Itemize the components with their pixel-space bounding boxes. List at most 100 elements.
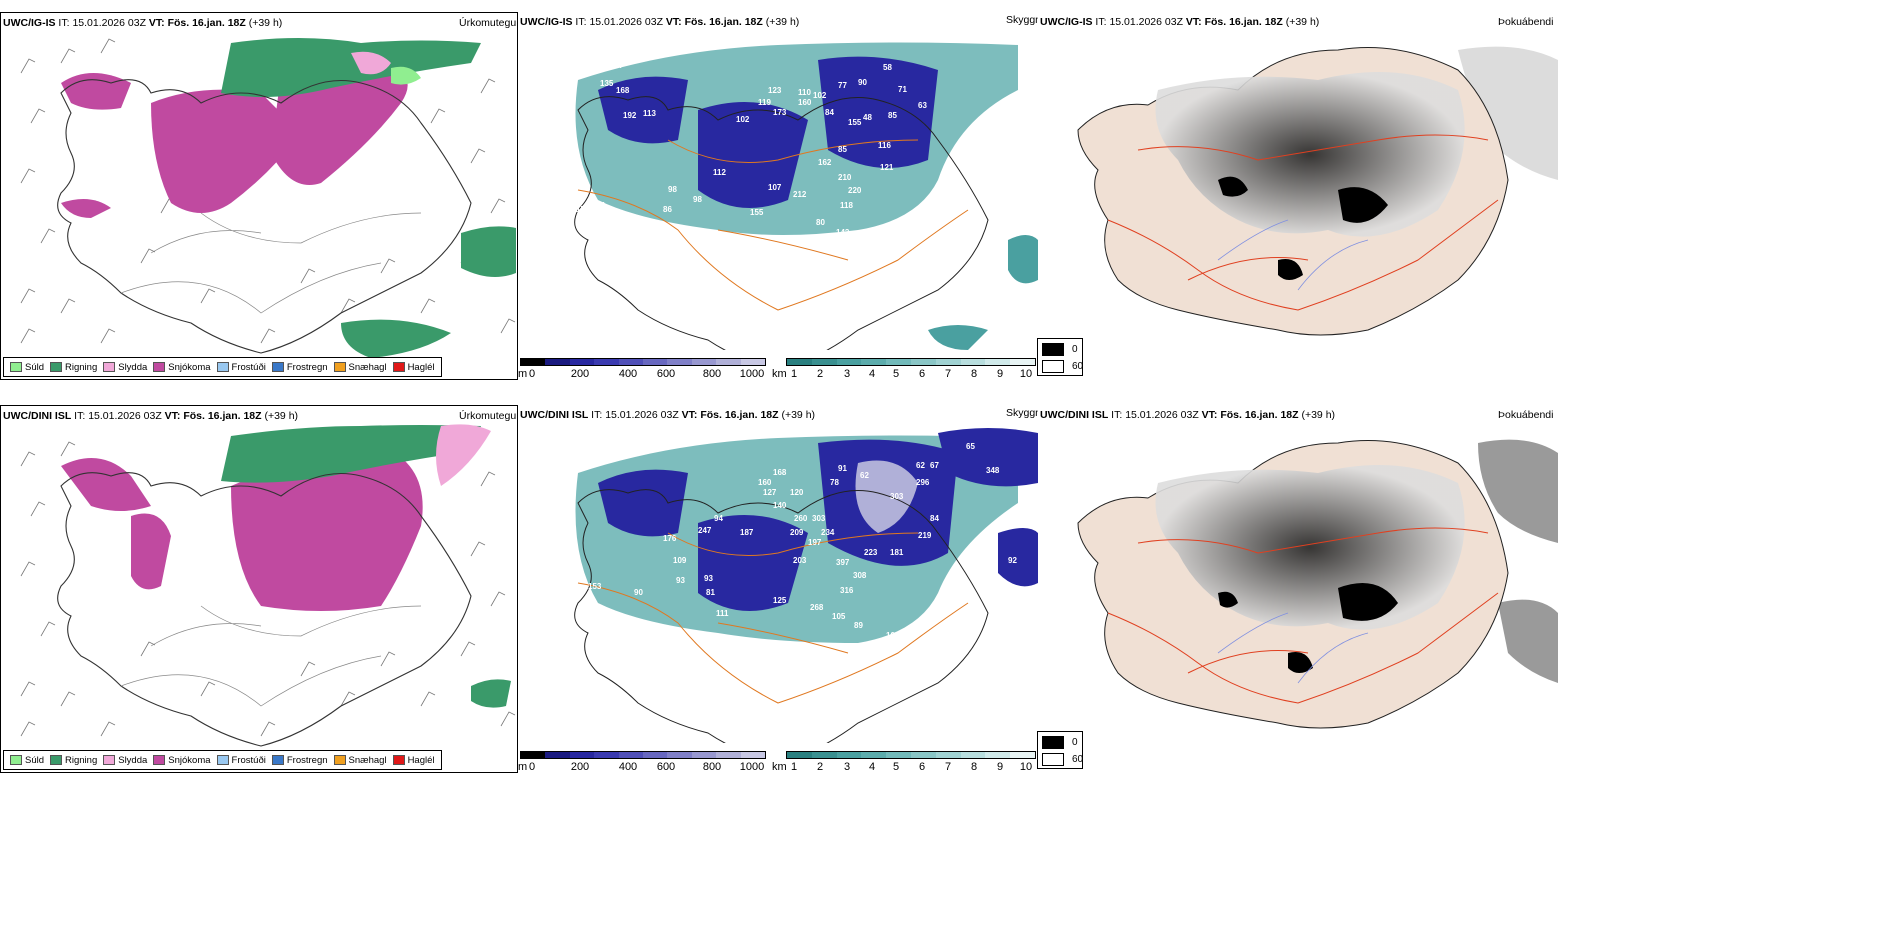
legend-swatch — [153, 362, 166, 372]
cbar-tick: 600 — [656, 761, 676, 773]
fog-legend-dark: 0 — [1042, 736, 1078, 749]
cbar-unit: m — [518, 761, 528, 773]
height-label: 303 — [890, 492, 904, 501]
cbar-tick: 1 — [790, 368, 798, 380]
height-label: 203 — [793, 556, 807, 565]
panel-title: Úrkomutegund — [459, 17, 517, 29]
cbar-segment — [787, 752, 812, 758]
legend-item: Haglél — [392, 755, 435, 766]
height-label: 153 — [576, 205, 590, 214]
height-label: 125 — [773, 596, 787, 605]
cbar-segment — [569, 359, 595, 365]
height-label: 247 — [698, 526, 712, 535]
height-label: 84 — [930, 514, 939, 523]
cbar-tick: 1000 — [739, 761, 765, 773]
cbar-tick: 10 — [1019, 368, 1033, 380]
teal-patch-east — [928, 235, 1038, 350]
height-label: 101 — [886, 631, 900, 640]
fog-map — [1077, 439, 1558, 729]
rivers-blue — [1217, 612, 1369, 684]
height-label: 452 — [1012, 646, 1026, 655]
legend-item: Haglél — [392, 362, 435, 373]
cbar-tick: 5 — [892, 761, 900, 773]
legend-swatch — [103, 362, 116, 372]
height-label: 135 — [600, 79, 614, 88]
cbar-unit: m — [518, 368, 528, 380]
height-label: 107 — [768, 183, 782, 192]
height-label: 80 — [816, 218, 825, 227]
height-label: 93 — [704, 574, 713, 583]
cbar-unit: km — [772, 368, 787, 380]
roads-red — [1107, 527, 1499, 704]
fog-legend-row1: 0 60 — [1037, 338, 1083, 376]
cbar-tick: 3 — [843, 761, 851, 773]
cbar-tick: 8 — [970, 368, 978, 380]
roads — [120, 605, 422, 707]
legend-item: Rigning — [50, 755, 97, 766]
height-label: 176 — [663, 534, 677, 543]
legend-swatch — [50, 362, 63, 372]
panel-title: Úrkomutegund — [459, 410, 517, 422]
fog-legend-row2: 0 60 — [1037, 731, 1083, 769]
cbar-tick: 5 — [892, 368, 900, 380]
rain-areas — [221, 425, 511, 708]
precip-type-panel-row1: UWC/IG-IS IT: 15.01.2026 03Z VT: Fös. 16… — [0, 12, 518, 380]
height-label: 397 — [836, 558, 850, 567]
cbar-unit: km — [772, 761, 787, 773]
wind-barbs — [20, 441, 516, 737]
height-label: 90 — [858, 78, 867, 87]
cbar-segment — [910, 752, 936, 758]
cbar-segment — [985, 359, 1011, 365]
legend-swatch — [50, 755, 63, 765]
cbar-segment — [618, 752, 644, 758]
height-label: 181 — [890, 548, 904, 557]
cbar-km-strip — [786, 358, 1036, 366]
height-label: 223 — [864, 548, 878, 557]
fog-panel-row2: UWC/DINI ISL IT: 15.01.2026 03Z VT: Fös.… — [1038, 405, 1558, 735]
cbar-segment — [740, 359, 766, 365]
cbar-tick: 800 — [702, 761, 722, 773]
height-label: 93 — [676, 576, 685, 585]
cbar-km: km 1 2 3 4 5 6 7 8 9 10 — [772, 358, 1038, 380]
height-label: 187 — [740, 528, 754, 537]
height-label: 111 — [716, 609, 729, 618]
height-label: 98 — [668, 185, 677, 194]
height-label: 192 — [623, 111, 637, 120]
fog-swatch — [1042, 343, 1064, 356]
height-label: 92 — [1008, 556, 1017, 565]
height-label: 63 — [918, 101, 927, 110]
panel-header: UWC/DINI ISL IT: 15.01.2026 03Z VT: Fös.… — [520, 409, 816, 421]
cbar-segment — [985, 752, 1011, 758]
cbar-segment — [618, 359, 644, 365]
height-label: 118 — [840, 201, 853, 210]
height-label: 78 — [830, 478, 839, 487]
rivers-blue — [1217, 219, 1369, 291]
height-label: 85 — [888, 111, 897, 120]
height-label: 58 — [883, 63, 892, 72]
fog-haze — [1478, 439, 1558, 683]
height-label: 348 — [986, 466, 1000, 475]
cbar-segment — [787, 359, 812, 365]
fog-haze — [1458, 46, 1558, 181]
height-label: 102 — [813, 91, 827, 100]
roads — [120, 212, 422, 314]
cbar-segment — [811, 752, 837, 758]
legend-item: Rigning — [50, 362, 97, 373]
height-label: 105 — [832, 612, 846, 621]
height-label: 85 — [838, 145, 847, 154]
cbar-tick: 6 — [918, 368, 926, 380]
height-label: 113 — [643, 109, 656, 118]
height-label: 168 — [616, 86, 630, 95]
height-label: 116 — [878, 141, 891, 150]
legend-swatch — [10, 362, 22, 372]
height-label: 162 — [818, 158, 832, 167]
height-labels-row1: 58 90 71 77 63 85 48 110 102 123 119 84 … — [576, 61, 927, 252]
panel-title: Skyggni — [1006, 407, 1038, 419]
panel-title: Þokuábendi — [1498, 16, 1554, 28]
height-label: 296 — [916, 478, 930, 487]
cbar-tick: 4 — [868, 368, 876, 380]
precip-map — [20, 38, 516, 358]
legend-swatch — [392, 755, 405, 765]
height-label: 110 — [798, 88, 811, 97]
height-label: 121 — [880, 163, 894, 172]
